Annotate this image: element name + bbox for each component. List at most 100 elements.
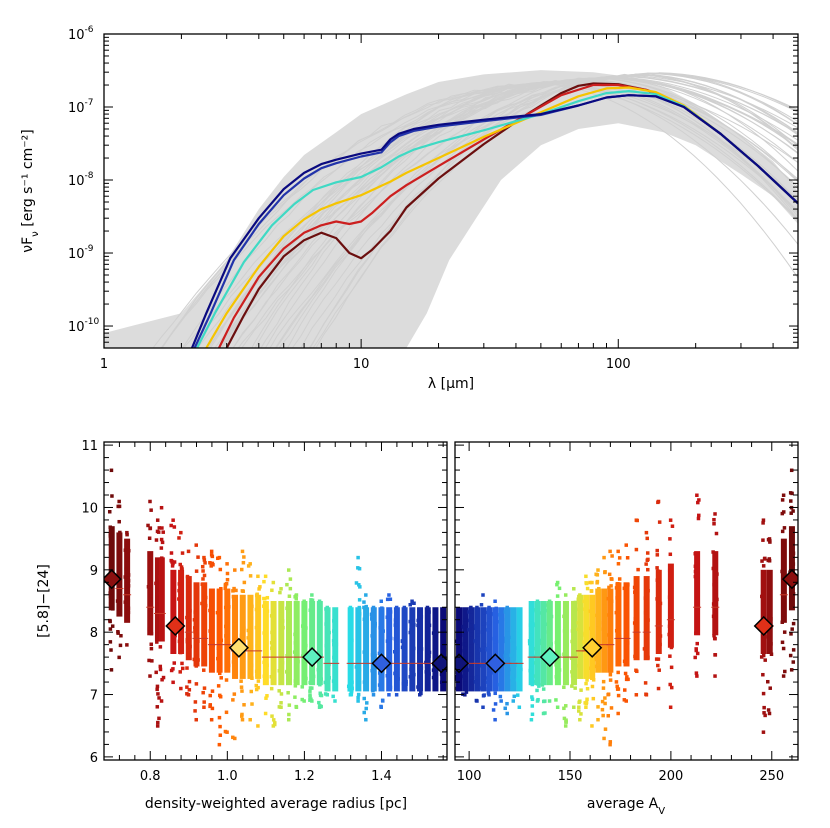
av-point (529, 618, 534, 622)
av-point (463, 631, 467, 635)
radius-point (318, 605, 323, 609)
av-point (592, 613, 596, 618)
av-point (584, 574, 588, 579)
radius-point (302, 676, 306, 681)
radius-point (118, 643, 123, 648)
sed-x-tick-label: 1 (100, 357, 108, 372)
radius-point (209, 717, 214, 722)
radius-point (354, 581, 359, 585)
radius-point (395, 674, 400, 678)
radius-point (125, 555, 130, 560)
av-point (596, 705, 600, 709)
av-point (591, 656, 596, 660)
av-point (713, 653, 717, 657)
radius-point (418, 659, 422, 664)
av-point (714, 582, 718, 586)
av-point (596, 568, 600, 572)
av-point (547, 620, 552, 624)
av-point (564, 720, 568, 724)
av-point (555, 651, 559, 656)
av-point (555, 582, 559, 587)
radius-point (356, 642, 360, 647)
av-point (712, 582, 716, 587)
radius-point (177, 588, 181, 593)
radius-point (357, 566, 362, 571)
radius-panel: 0.8 1.0 1.2 1.4 6 7 8 9 10 11 density-weighted av… (36, 439, 448, 812)
radius-point (357, 605, 362, 610)
radius-column-core (185, 576, 192, 661)
radius-point (362, 600, 366, 604)
av-point (603, 701, 607, 706)
av-point (712, 517, 716, 522)
av-point (625, 675, 629, 679)
av-point (573, 676, 577, 680)
radius-column-core (262, 601, 269, 686)
radius-point (231, 589, 235, 593)
radius-point (150, 659, 154, 663)
radius-point (250, 676, 254, 680)
radius-point (270, 648, 275, 652)
radius-point (396, 677, 400, 681)
radius-point (223, 583, 228, 588)
radius-point (381, 629, 385, 633)
av-point (782, 526, 787, 530)
av-point (464, 667, 469, 671)
av-point (479, 664, 484, 668)
av-point (633, 616, 638, 621)
radius-point (117, 504, 122, 509)
radius-point (356, 618, 360, 622)
av-point (694, 612, 699, 617)
av-scatter-points (455, 468, 798, 747)
radius-point (310, 686, 314, 690)
av-column-core (498, 607, 505, 692)
av-point (489, 671, 493, 675)
radius-point (365, 701, 369, 705)
av-point (577, 622, 581, 626)
av-point (549, 642, 553, 646)
av-point (492, 619, 497, 623)
radius-point (332, 629, 336, 633)
av-point (693, 564, 698, 569)
radius-point (417, 652, 422, 656)
av-point (766, 708, 771, 712)
av-point (530, 682, 535, 687)
radius-column-core (232, 594, 239, 679)
av-point (669, 685, 674, 690)
radius-point (119, 633, 123, 638)
radius-point (394, 671, 399, 676)
av-point (711, 602, 716, 606)
radius-point (301, 630, 305, 635)
radius-point (158, 664, 163, 669)
radius-column-core (424, 607, 431, 692)
radius-point (248, 615, 253, 620)
av-point (493, 643, 497, 647)
radius-point (332, 655, 336, 660)
radius-column-core (178, 569, 185, 654)
radius-point (396, 648, 400, 653)
av-point (763, 713, 767, 718)
av-point (529, 637, 534, 642)
radius-point (271, 621, 276, 625)
av-point (615, 655, 620, 659)
av-point (577, 600, 582, 605)
av-point (597, 586, 601, 591)
radius-point (419, 666, 424, 670)
radius-point (270, 679, 275, 684)
radius-point (427, 610, 431, 614)
radius-point (302, 699, 306, 703)
radius-point (255, 673, 259, 678)
radius-point (357, 612, 362, 616)
av-point (763, 612, 767, 617)
av-point (463, 693, 467, 697)
av-point (573, 645, 577, 650)
av-point (485, 646, 490, 651)
radius-point (326, 683, 331, 687)
radius-point (269, 675, 274, 679)
radius-point (408, 630, 413, 635)
radius-point (417, 650, 421, 654)
radius-point (250, 604, 254, 609)
av-point (481, 649, 486, 653)
av-point (789, 668, 794, 672)
av-point (455, 670, 460, 675)
